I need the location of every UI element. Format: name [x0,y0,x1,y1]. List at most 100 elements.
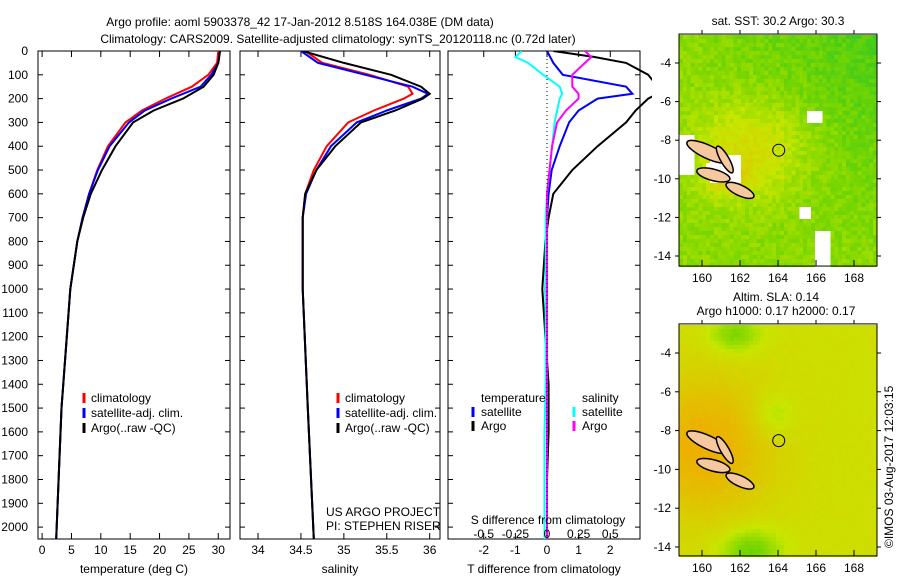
y-tick-label: 1600 [1,425,28,439]
x2-tick-label: 0.5 [602,527,619,541]
island-shape [696,457,731,474]
sla-map-title-2: Argo h1000: 0.17 h2000: 0.17 [697,304,856,318]
map-x-tick-label: 164 [768,561,788,575]
legend-label: Argo(..raw -QC) [345,421,430,435]
y-tick-label: 100 [8,68,28,82]
y-tick-label: 1800 [1,472,28,486]
x-tick-label: 5 [68,543,75,557]
x-tick-label: 10 [94,543,108,557]
x-tick-label: 34 [251,543,265,557]
series-line-t-satellite [544,51,635,539]
map-y-tick-label: -4 [660,56,671,70]
island-shape [725,472,755,490]
sst-map-title: sat. SST: 30.2 Argo: 30.3 [712,14,845,28]
map-x-tick-label: 162 [730,561,750,575]
x2-tick-label: 0 [544,527,551,541]
map-x-tick-label: 164 [768,271,788,285]
legend-title-salinity: salinity [582,391,619,405]
y-tick-label: 1200 [1,330,28,344]
x-tick-label: 2 [607,543,614,557]
y-tick-label: 200 [8,92,28,106]
legend-label: Argo [582,419,608,433]
plot-frame [37,50,231,540]
series-line-satellite-adj-clim- [300,51,431,539]
x2-tick-label: -0.25 [502,527,530,541]
map-x-tick-label: 160 [692,271,712,285]
series-line-argo-raw-qc- [301,51,432,539]
series-line-s-argo [546,51,593,539]
legend-label: satellite [582,405,623,419]
legend-label: satellite-adj. clim. [91,406,183,420]
x-tick-label: -1 [510,543,521,557]
argo-position-marker [772,434,786,448]
series-line-climatology [55,51,220,539]
series-line-argo-raw-qc- [55,51,221,539]
y-tick-label: 1900 [1,496,28,510]
y-tick-label: 1500 [1,401,28,415]
legend-label: climatology [345,391,405,405]
y-tick-label: 700 [8,211,28,225]
island-shape [696,167,731,183]
project-annotation: PI: STEPHEN RISER [326,519,441,533]
y-tick-label: 1000 [1,282,28,296]
y-tick-label: 1100 [2,306,28,320]
series-line-s-satellite [513,51,564,539]
legend-label: satellite-adj. clim. [345,406,437,420]
island-shape [715,435,734,465]
map-y-tick-label: -10 [654,172,672,186]
x-tick-label: 36 [423,543,437,557]
series-line-t-argo [541,51,652,539]
map-y-tick-label: -14 [654,249,672,263]
x-tick-label: 34.5 [289,543,313,557]
map-y-tick-label: -12 [654,501,672,515]
credit-text: ©IMOS 03-Aug-2017 12:03:15 [882,385,896,548]
y-tick-label: 1700 [1,449,28,463]
map-y-tick-label: -6 [660,95,671,109]
map-x-tick-label: 168 [844,271,864,285]
y-tick-label: 300 [8,115,28,129]
map-y-tick-label: -8 [660,424,671,438]
x-tick-label: 1 [575,543,582,557]
y-tick-label: 900 [8,258,28,272]
y-tick-label: 0 [21,44,28,58]
map-x-tick-label: 166 [806,561,826,575]
map-y-tick-label: -4 [660,346,671,360]
x-tick-label: 35.5 [375,543,399,557]
x2-tick-label: 0.25 [567,527,591,541]
map-y-tick-label: -14 [654,540,672,554]
island-shape [715,145,734,174]
y-tick-label: 1400 [1,377,28,391]
plot-frame [239,50,441,540]
series-line-satellite-adj-clim- [55,51,221,539]
legend-label: satellite [481,405,522,419]
y-tick-label: 600 [8,187,28,201]
island-shape [725,181,755,200]
y-tick-label: 500 [8,163,28,177]
sla-map-title-1: Altim. SLA: 0.14 [733,290,819,304]
map-x-tick-label: 160 [692,561,712,575]
x-tick-label: 0 [39,543,46,557]
map-y-tick-label: -10 [654,462,672,476]
y-tick-label: 800 [8,234,28,248]
argo-position-marker [772,143,786,157]
x2-axis-label: S difference from climatology [471,513,626,527]
x-axis-label: salinity [322,562,359,576]
legend-label: Argo [481,419,507,433]
map-y-tick-label: -12 [654,210,672,224]
legend-title-temperature: temperature [481,391,546,405]
map-x-tick-label: 162 [730,271,750,285]
x-tick-label: 25 [182,543,196,557]
map-x-tick-label: 168 [844,561,864,575]
x-tick-label: 15 [124,543,138,557]
map-x-tick-label: 166 [806,271,826,285]
x-tick-label: 35 [337,543,351,557]
map-y-tick-label: -6 [660,385,671,399]
x-tick-label: 20 [153,543,167,557]
y-tick-label: 400 [8,139,28,153]
title-line-1: Argo profile: aoml 5903378_42 17-Jan-201… [106,15,494,29]
legend-label: Argo(..raw -QC) [91,421,176,435]
x-tick-label: 30 [212,543,226,557]
y-tick-label: 2000 [1,520,28,534]
project-annotation: US ARGO PROJECT [326,505,441,519]
